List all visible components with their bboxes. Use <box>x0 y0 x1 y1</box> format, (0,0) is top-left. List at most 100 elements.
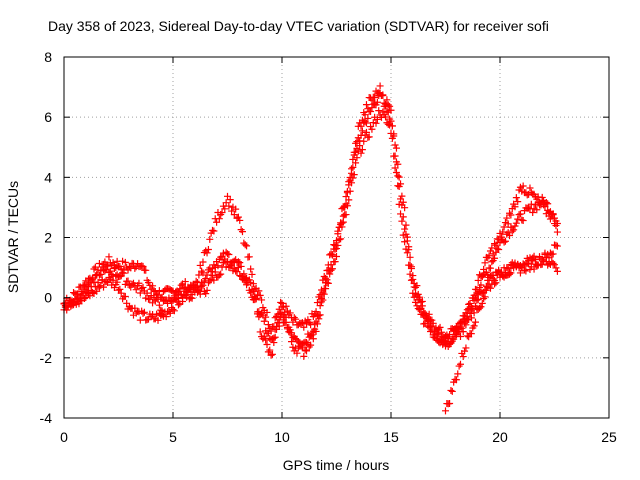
data-point <box>552 264 560 272</box>
data-point <box>199 258 207 266</box>
data-point <box>388 134 396 142</box>
data-point <box>192 277 200 285</box>
data-point <box>401 204 409 212</box>
data-point <box>217 270 225 278</box>
data-point <box>268 350 276 358</box>
data-point <box>549 250 557 258</box>
data-point <box>501 237 509 245</box>
data-point <box>260 317 268 325</box>
data-point <box>473 296 481 304</box>
data-point <box>387 106 395 114</box>
data-point <box>346 173 354 181</box>
data-point <box>307 321 315 329</box>
data-point <box>143 289 151 297</box>
data-point <box>249 287 257 295</box>
data-point <box>241 241 249 249</box>
data-point <box>474 276 482 284</box>
chart-title: Day 358 of 2023, Sidereal Day-to-day VTE… <box>48 18 549 34</box>
data-point <box>512 194 520 202</box>
data-point <box>333 252 340 260</box>
data-point <box>313 320 321 328</box>
data-point <box>488 244 496 252</box>
data-point <box>545 254 553 262</box>
data-point <box>504 220 512 228</box>
data-point <box>221 255 229 263</box>
data-point <box>293 349 301 357</box>
data-point <box>202 290 210 298</box>
data-point <box>403 233 411 241</box>
data-point <box>402 221 410 229</box>
data-point <box>282 302 290 310</box>
data-point <box>215 215 223 223</box>
data-point <box>481 259 489 267</box>
data-point <box>215 271 223 279</box>
data-point <box>413 282 421 290</box>
data-point <box>343 187 351 195</box>
data-point <box>470 291 478 299</box>
x-tick-label: 25 <box>601 429 617 445</box>
data-point <box>243 242 251 250</box>
data-point <box>357 122 365 130</box>
data-point <box>486 264 494 272</box>
data-point <box>335 223 343 231</box>
data-point <box>383 107 391 115</box>
data-point <box>454 370 462 378</box>
data-point <box>391 141 399 149</box>
data-point <box>395 173 403 181</box>
data-point <box>541 200 549 208</box>
data-point <box>181 278 189 286</box>
data-point <box>116 273 124 280</box>
data-point <box>121 292 129 300</box>
data-point <box>218 209 226 217</box>
data-point <box>412 298 420 306</box>
x-tick-label: 15 <box>383 429 399 445</box>
data-point <box>536 254 544 262</box>
data-point <box>379 92 387 100</box>
data-point <box>353 138 361 146</box>
data-point <box>436 323 444 331</box>
data-point <box>277 309 285 317</box>
data-point <box>275 322 283 330</box>
data-point <box>169 305 177 313</box>
data-point <box>142 266 150 274</box>
data-point <box>327 261 335 269</box>
x-axis-label: GPS time / hours <box>283 457 390 473</box>
data-point <box>491 280 499 288</box>
data-point <box>514 198 522 206</box>
data-point <box>364 114 372 122</box>
data-point <box>224 250 231 258</box>
data-point <box>506 270 514 278</box>
data-point <box>371 94 379 102</box>
data-point <box>226 196 234 204</box>
data-point <box>459 353 467 361</box>
y-tick-label: 2 <box>44 230 52 246</box>
data-point <box>425 317 433 325</box>
data-point <box>98 276 106 284</box>
data-point <box>478 273 486 281</box>
data-point <box>376 82 384 90</box>
data-point <box>335 236 343 244</box>
data-point <box>89 288 97 296</box>
data-point <box>331 258 339 266</box>
data-point <box>467 303 475 311</box>
data-marks <box>60 82 561 415</box>
data-point <box>416 296 424 304</box>
data-point <box>154 295 162 303</box>
data-point <box>474 295 482 303</box>
data-point <box>552 222 560 230</box>
data-point <box>462 314 470 322</box>
data-point <box>214 262 222 270</box>
data-point <box>442 407 449 415</box>
data-point <box>531 256 539 264</box>
data-point <box>504 265 512 273</box>
data-point <box>397 210 405 218</box>
data-point <box>199 269 207 277</box>
data-point <box>331 245 339 253</box>
data-point <box>410 293 418 301</box>
data-point <box>407 263 415 271</box>
data-point <box>113 278 121 286</box>
data-point <box>466 299 474 307</box>
data-point <box>473 286 481 294</box>
data-point <box>139 309 147 317</box>
data-point <box>120 269 128 277</box>
